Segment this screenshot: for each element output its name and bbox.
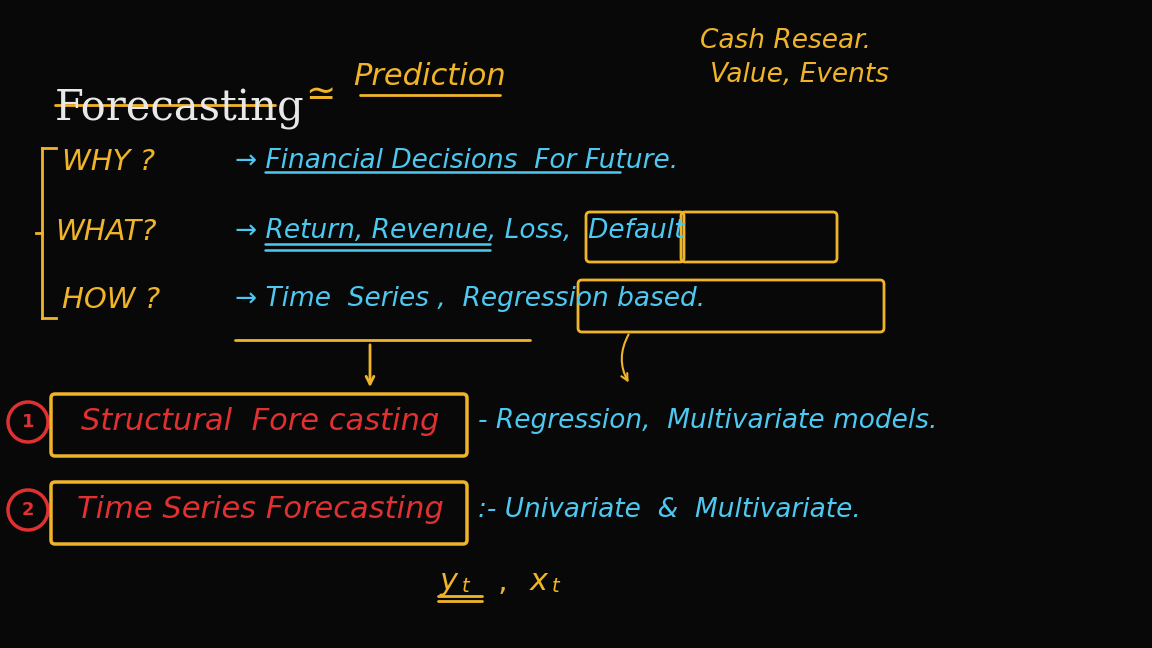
Text: 1: 1: [22, 413, 35, 431]
Text: y: y: [440, 567, 458, 596]
Text: 2: 2: [22, 501, 35, 519]
Text: → Financial Decisions  For Future.: → Financial Decisions For Future.: [235, 148, 679, 174]
Text: WHY ?: WHY ?: [62, 148, 156, 176]
Text: → Time  Series ,  Regression based.: → Time Series , Regression based.: [235, 286, 705, 312]
Text: :- Univariate  &  Multivariate.: :- Univariate & Multivariate.: [478, 497, 861, 523]
Text: t: t: [552, 577, 560, 596]
Text: ≃: ≃: [305, 78, 335, 112]
Text: → Return, Revenue, Loss,  Default: → Return, Revenue, Loss, Default: [235, 218, 684, 244]
Text: t: t: [462, 577, 470, 596]
Text: Prediction: Prediction: [354, 62, 507, 91]
Text: HOW ?: HOW ?: [62, 286, 160, 314]
Text: WHAT?: WHAT?: [55, 218, 157, 246]
Text: Forecasting: Forecasting: [55, 88, 305, 130]
Text: Time Series Forecasting: Time Series Forecasting: [76, 496, 444, 524]
Text: Structural  Fore casting: Structural Fore casting: [81, 406, 439, 435]
Text: ,: ,: [498, 567, 508, 596]
Text: - Regression,  Multivariate models.: - Regression, Multivariate models.: [478, 408, 938, 434]
Text: Cash Resear.: Cash Resear.: [700, 28, 871, 54]
Text: x: x: [530, 567, 548, 596]
Text: Value, Events: Value, Events: [710, 62, 889, 88]
